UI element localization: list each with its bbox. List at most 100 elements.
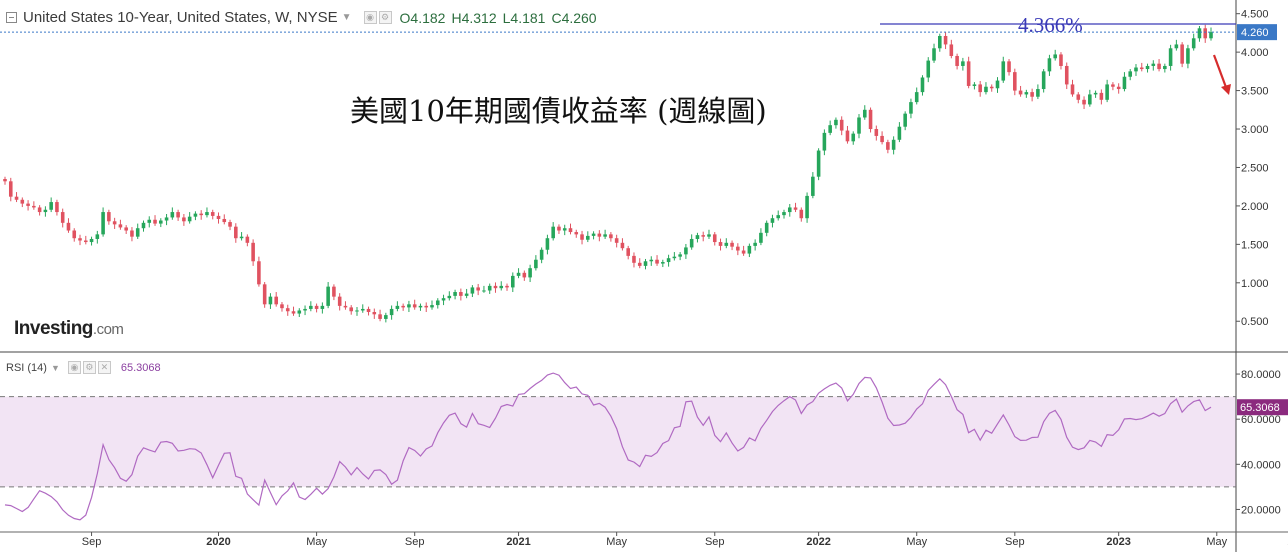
candle-body: [1139, 67, 1144, 70]
candle-body: [1157, 63, 1161, 70]
candle-body: [707, 234, 711, 237]
candle-body: [476, 287, 480, 291]
candle-body: [741, 250, 746, 254]
candle-body: [845, 130, 850, 142]
candle-body: [435, 300, 440, 306]
candle-body: [49, 202, 53, 210]
eye-icon[interactable]: ◉: [363, 11, 377, 24]
candle-body: [430, 305, 434, 308]
candle-body: [95, 234, 100, 239]
candle-body: [557, 226, 561, 231]
candle-body: [1001, 61, 1006, 81]
candle-body: [1024, 92, 1029, 95]
candle-body: [262, 284, 267, 305]
candle-body: [1053, 54, 1057, 59]
candle-body: [580, 234, 584, 240]
candle-body: [1105, 84, 1109, 100]
candle-body: [730, 242, 734, 247]
low-value: L4.181: [502, 9, 546, 26]
candle-body: [684, 247, 688, 255]
eye-icon[interactable]: ◉: [67, 361, 81, 374]
rsi-last-tag: [1237, 399, 1288, 416]
candle-body: [828, 125, 832, 133]
candle-body: [816, 150, 821, 177]
chevron-down-icon[interactable]: ▼: [50, 362, 60, 373]
candle-body: [886, 142, 890, 150]
candle-body: [124, 227, 128, 231]
candle-body: [903, 113, 907, 127]
candle-body: [1018, 90, 1023, 95]
candle-body: [20, 199, 25, 204]
candle-body: [782, 212, 786, 216]
candle-body: [1116, 86, 1121, 90]
candle-body: [1059, 54, 1063, 66]
candle-body: [274, 296, 278, 305]
candle-body: [234, 226, 238, 239]
candle-body: [759, 232, 763, 243]
candle-body: [534, 259, 538, 269]
candle-body: [66, 222, 71, 231]
collapse-icon[interactable]: [6, 12, 17, 23]
candle-body: [337, 296, 342, 306]
candle-body: [522, 272, 527, 278]
time-tick-label: Sep: [705, 536, 725, 548]
candle-body: [1036, 89, 1040, 97]
candle-body: [412, 304, 417, 308]
rsi-tick-label: 60.0000: [1241, 414, 1281, 426]
time-tick-label: 2022: [806, 536, 830, 548]
time-tick-label: 2023: [1106, 536, 1130, 548]
time-tick-label: May: [906, 536, 927, 548]
candle-body: [603, 234, 607, 237]
price-tick-label: 2.000: [1241, 201, 1269, 213]
candle-body: [1203, 28, 1208, 39]
candle-body: [418, 305, 423, 308]
candle-body: [799, 209, 804, 219]
candle-body: [614, 238, 619, 243]
candle-body: [597, 233, 602, 237]
settings-icon[interactable]: ⚙: [378, 11, 392, 24]
candle-body: [811, 176, 815, 196]
candle-body: [632, 255, 636, 263]
close-icon[interactable]: ✕: [97, 361, 111, 374]
candle-body: [764, 222, 769, 233]
candle-body: [880, 135, 884, 143]
candle-body: [943, 35, 948, 45]
candle-body: [297, 310, 302, 314]
candlestick-series: [3, 24, 1213, 323]
candle-body: [1145, 65, 1150, 70]
candle-body: [135, 228, 140, 237]
candle-body: [539, 249, 544, 260]
candle-body: [343, 305, 348, 308]
candle-body: [1047, 58, 1052, 72]
symbol-title[interactable]: United States 10-Year, United States, W,…: [23, 9, 338, 26]
chevron-down-icon[interactable]: ▼: [341, 12, 352, 23]
candle-body: [1093, 92, 1098, 95]
candle-body: [395, 305, 400, 309]
candle-body: [1088, 94, 1092, 105]
price-tick-label: 4.000: [1241, 47, 1269, 59]
settings-icon[interactable]: ⚙: [82, 361, 96, 374]
candle-body: [649, 259, 654, 262]
rsi-label[interactable]: RSI (14): [6, 361, 47, 374]
candle-body: [1064, 65, 1069, 85]
candle-body: [822, 132, 827, 151]
candle-body: [182, 217, 186, 222]
rsi-tick-label: 80.0000: [1241, 369, 1281, 381]
candle-body: [914, 92, 919, 103]
candle-body: [574, 232, 579, 235]
chart-annotation: 美國10年期國債收益率 (週線圖): [350, 94, 767, 128]
candle-body: [366, 308, 371, 313]
candle-body: [43, 209, 48, 213]
candle-body: [268, 296, 273, 305]
rsi-value: 65.3068: [120, 361, 161, 374]
candle-body: [280, 304, 284, 309]
candle-body: [586, 235, 590, 240]
candle-body: [955, 55, 959, 66]
candle-body: [655, 259, 659, 264]
down-arrow-icon: [1212, 54, 1231, 95]
candle-body: [511, 275, 515, 288]
rsi-header: RSI (14) ▼ ◉ ⚙ ✕ 65.3068: [6, 361, 161, 374]
candle-body: [724, 242, 729, 246]
candle-body: [153, 219, 157, 224]
